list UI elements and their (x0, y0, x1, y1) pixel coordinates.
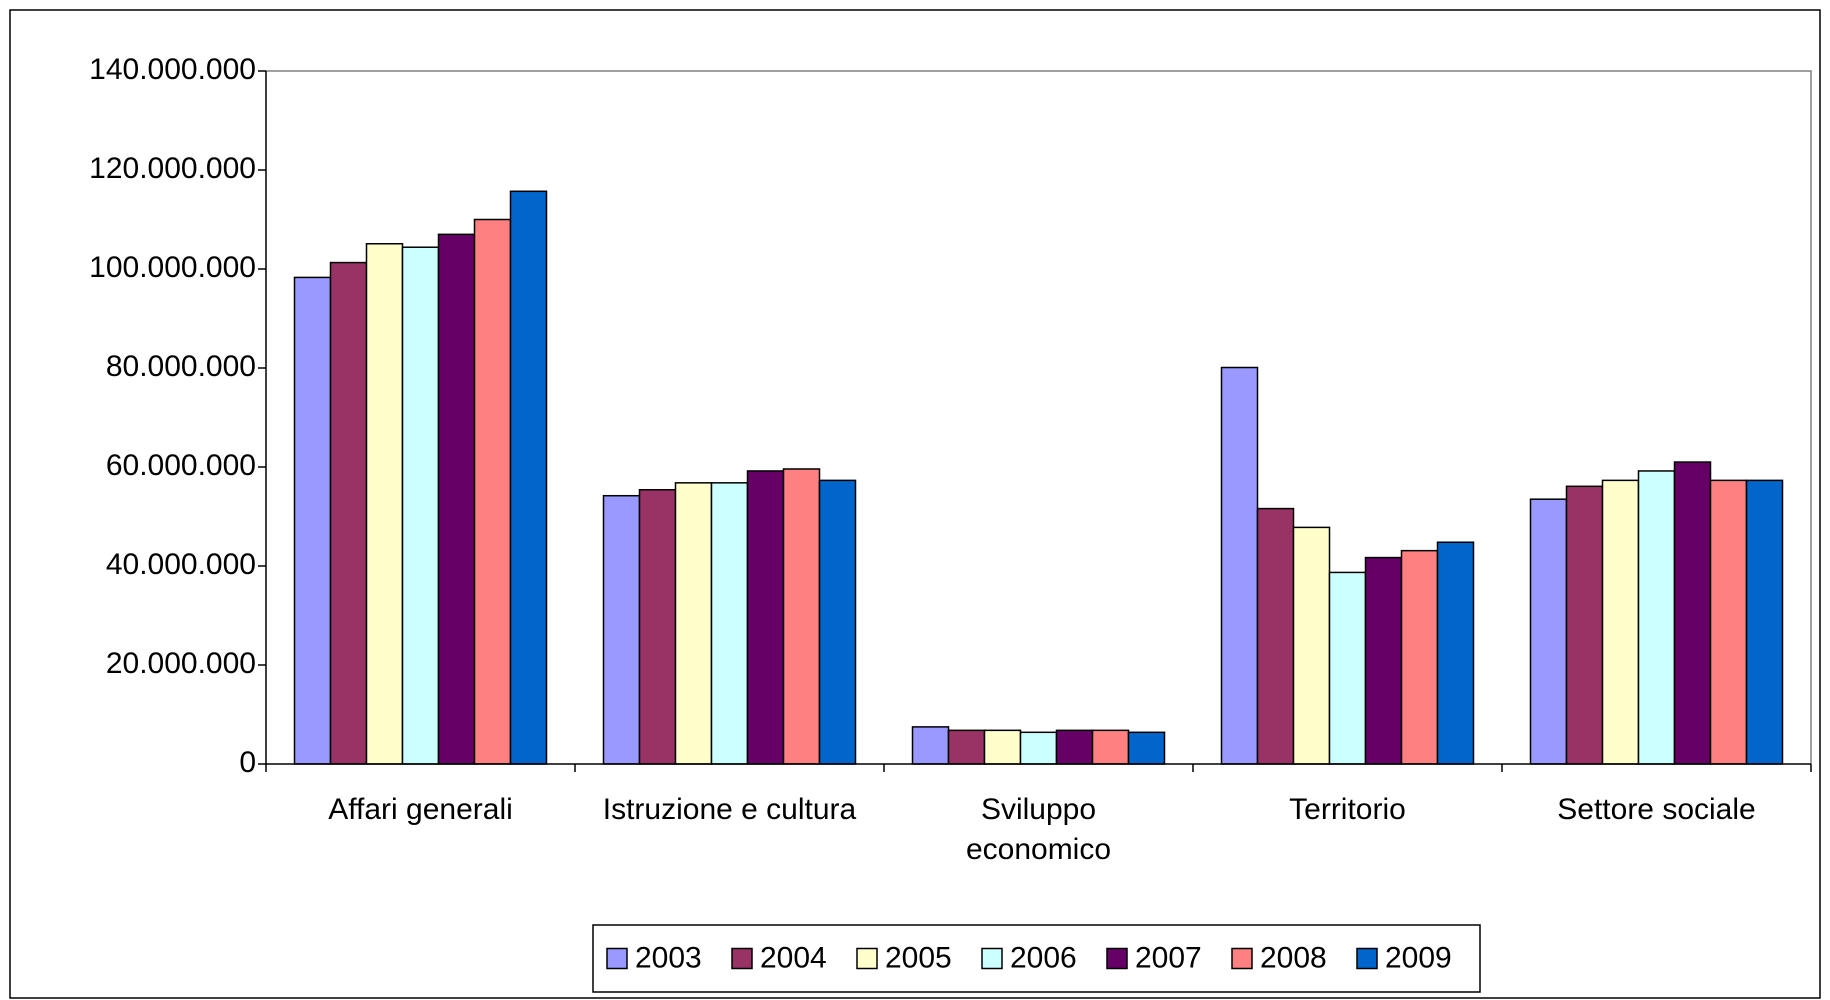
legend-label: 2009 (1385, 941, 1452, 974)
bar (1601, 479, 1640, 765)
bar (1019, 731, 1058, 765)
bar (1709, 479, 1748, 765)
bar (1364, 556, 1403, 765)
bar (1400, 549, 1439, 765)
bar (782, 468, 821, 765)
bar (293, 276, 332, 765)
plot-border (266, 70, 1812, 764)
bar (1328, 571, 1367, 765)
legend-swatch (1356, 947, 1378, 970)
y-tick-label: 20.000.000 (106, 647, 256, 680)
bar (1436, 541, 1475, 765)
legend-label: 2006 (1010, 941, 1077, 974)
legend-label: 2003 (635, 941, 702, 974)
y-tick-label: 100.000.000 (89, 251, 256, 284)
bar (473, 218, 512, 765)
bar (1673, 461, 1712, 765)
y-tick-label: 120.000.000 (89, 152, 256, 185)
legend-swatch (731, 947, 753, 970)
bar (911, 726, 950, 765)
bar (1256, 507, 1295, 765)
bar (947, 729, 986, 765)
bar (509, 190, 548, 765)
bar (1529, 498, 1568, 765)
bar (401, 246, 440, 765)
legend-label: 2004 (760, 941, 827, 974)
bar (1637, 470, 1676, 765)
bar (818, 479, 857, 765)
legend-label: 2007 (1135, 941, 1202, 974)
bar (746, 470, 785, 765)
legend-swatch (856, 947, 878, 970)
bar (983, 729, 1022, 765)
legend-swatch (606, 947, 628, 970)
bar (1127, 731, 1166, 765)
legend-label: 2008 (1260, 941, 1327, 974)
x-tick-label: Settore sociale (1557, 793, 1756, 826)
bar (710, 482, 749, 765)
legend-swatch (1106, 947, 1128, 970)
bar (674, 482, 713, 765)
legend-label: 2005 (885, 941, 952, 974)
bar (365, 243, 404, 765)
y-tick-label: 80.000.000 (106, 350, 256, 383)
x-tick-label: Affari generali (328, 793, 513, 826)
x-tick-label: Istruzione e cultura (602, 793, 857, 826)
y-tick-label: 140.000.000 (89, 53, 256, 86)
bar (1220, 366, 1259, 765)
bar (602, 494, 641, 765)
bar (437, 233, 476, 765)
y-tick-label: 60.000.000 (106, 449, 256, 482)
y-tick-label: 0 (239, 746, 256, 779)
bar (329, 261, 368, 765)
bar (1091, 729, 1130, 765)
bar (1055, 729, 1094, 765)
x-tick-label: Sviluppo economico (965, 793, 1112, 866)
bar (1565, 485, 1604, 765)
x-tick-label: Territorio (1289, 793, 1406, 826)
bar (1292, 526, 1331, 765)
y-tick-label: 40.000.000 (106, 548, 256, 581)
legend-swatch (1231, 947, 1253, 970)
legend-swatch (981, 947, 1003, 970)
bar (638, 489, 677, 765)
bar (1745, 479, 1784, 765)
